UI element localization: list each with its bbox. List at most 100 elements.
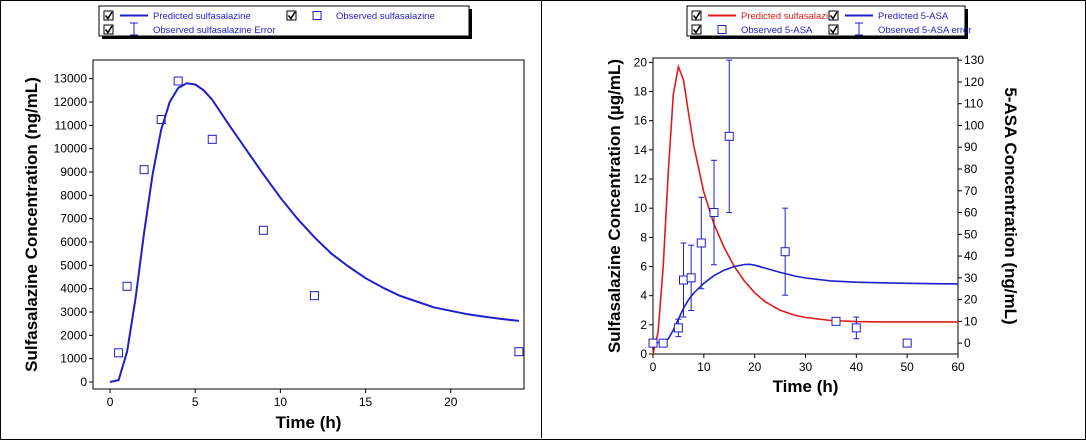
observed-5asa-point xyxy=(902,338,912,348)
y-tick-label: 14 xyxy=(634,143,648,157)
y-tick-label: 20 xyxy=(634,55,648,69)
observed-sulfasalazine-point xyxy=(258,225,268,235)
y-tick-label: 1000 xyxy=(60,352,87,366)
y-tick-label: 6000 xyxy=(60,235,87,249)
y2-tick-label: 120 xyxy=(964,75,984,89)
legend-label: Observed sulfasalazine Error xyxy=(153,25,276,36)
y2-axis-label: 5-ASA Concentration (ng/mL) xyxy=(1001,87,1020,324)
y-axis-label: Sulfasalazine Concentration (µg/mL) xyxy=(605,59,624,353)
observed-5asa-point xyxy=(696,238,706,248)
y-tick-label: 12000 xyxy=(54,95,88,109)
y-tick-label: 12 xyxy=(634,172,648,186)
legend-checkmark-icon xyxy=(692,25,701,34)
legend-checkbox-icon xyxy=(691,10,702,21)
chart-panel-left: Predicted sulfasalazine Observed sulfasal… xyxy=(22,5,525,432)
y2-tick-label: 10 xyxy=(964,314,978,328)
x-tick-label: 50 xyxy=(900,360,914,374)
x-tick-label: 10 xyxy=(274,395,288,409)
x-tick-label: 20 xyxy=(748,360,762,374)
y-tick-label: 4000 xyxy=(60,282,87,296)
x-tick-label: 15 xyxy=(359,395,373,409)
y-tick-label: 8000 xyxy=(60,188,87,202)
x-tick-label: 60 xyxy=(951,360,965,374)
x-axis-label: Time (h) xyxy=(276,413,342,432)
plot-area xyxy=(652,57,959,355)
y2-tick-label: 0 xyxy=(964,336,971,350)
y2-tick-label: 70 xyxy=(964,184,978,198)
y-tick-label: 13000 xyxy=(54,72,88,86)
y2-tick-label: 60 xyxy=(964,206,978,220)
legend-checkmark-icon xyxy=(692,11,701,20)
y-axis-label: Sulfasalazine Concentration (ng/mL) xyxy=(22,77,41,372)
x-tick-label: 10 xyxy=(697,360,711,374)
observed-sulfasalazine-point xyxy=(173,76,183,86)
predicted-sulfasalazine-line xyxy=(652,63,958,355)
y-tick-label: 11000 xyxy=(55,118,88,132)
y2-tick-label: 100 xyxy=(964,118,984,132)
legend-checkbox-icon xyxy=(828,24,839,35)
x-tick-label: 5 xyxy=(192,395,199,409)
legend-checkbox-icon xyxy=(286,10,297,21)
observed-5asa-point xyxy=(831,316,841,326)
observed-5asa-point xyxy=(709,208,719,218)
observed-5asa-point xyxy=(648,338,658,348)
observed-5asa-point xyxy=(686,273,696,283)
legend-label: Observed 5-ASA error xyxy=(878,25,971,36)
observed-sulfasalazine-point xyxy=(207,134,217,144)
y-tick-label: 10 xyxy=(634,201,648,215)
chart-panel-right: Predicted sulfasalazine Predicted 5-ASA Ob… xyxy=(605,5,1020,396)
y2-tick-label: 30 xyxy=(964,271,978,285)
y-tick-label: 6 xyxy=(640,260,647,274)
legend-box xyxy=(98,5,470,37)
x-axis-label: Time (h) xyxy=(773,377,839,396)
legend-checkmark-icon xyxy=(829,11,838,20)
legend-checkbox-icon xyxy=(691,24,702,35)
y-tick-label: 0 xyxy=(80,375,87,389)
legend-label: Predicted sulfasalazine xyxy=(741,11,839,22)
legend-checkbox-icon xyxy=(103,10,114,21)
y-tick-label: 9000 xyxy=(60,165,87,179)
panel-divider xyxy=(541,0,542,438)
y-tick-label: 2000 xyxy=(60,328,87,342)
legend-square-marker-icon xyxy=(312,11,322,20)
x-tick-label: 0 xyxy=(107,395,114,409)
legend-checkmark-icon xyxy=(104,25,113,34)
legend-square-marker-icon xyxy=(717,25,727,34)
observed-5asa-point xyxy=(658,338,668,348)
y2-tick-label: 130 xyxy=(964,53,984,67)
observed-5asa-point xyxy=(679,275,688,285)
legend-checkmark-icon xyxy=(829,25,838,34)
observed-5asa-point xyxy=(780,247,790,257)
legend-label: Predicted 5-ASA xyxy=(878,11,949,22)
y-tick-label: 5000 xyxy=(60,258,87,272)
y-tick-label: 0 xyxy=(640,347,647,361)
observed-sulfasalazine-point xyxy=(156,115,166,124)
x-tick-label: 0 xyxy=(650,360,657,374)
legend-label: Observed 5-ASA xyxy=(741,25,813,36)
y2-tick-label: 50 xyxy=(964,227,978,241)
legend-box xyxy=(686,5,966,37)
observed-sulfasalazine-point xyxy=(139,165,149,175)
x-tick-label: 30 xyxy=(799,360,813,374)
y-tick-label: 16 xyxy=(634,114,648,128)
y-tick-label: 4 xyxy=(640,289,647,303)
legend-checkbox-icon xyxy=(103,24,114,35)
x-tick-label: 20 xyxy=(444,395,458,409)
legend-checkbox-icon xyxy=(828,10,839,21)
legend-label: Observed sulfasalazine xyxy=(336,11,435,22)
observed-5asa-point xyxy=(673,323,683,333)
y2-tick-label: 80 xyxy=(964,162,978,176)
y-tick-label: 8 xyxy=(640,230,647,244)
observed-5asa-point xyxy=(724,131,734,141)
y-tick-label: 2 xyxy=(640,318,647,332)
y2-tick-label: 110 xyxy=(964,97,983,111)
observed-sulfasalazine-point xyxy=(309,291,319,301)
y2-tick-label: 20 xyxy=(964,293,978,307)
observed-sulfasalazine-point xyxy=(122,281,132,291)
legend-checkmark-icon xyxy=(104,11,113,20)
predicted-5asa-line xyxy=(652,263,959,344)
observed-5asa-point xyxy=(851,323,861,333)
y2-tick-label: 90 xyxy=(964,140,978,154)
observed-sulfasalazine-point xyxy=(514,347,524,357)
y-tick-label: 10000 xyxy=(54,142,88,156)
